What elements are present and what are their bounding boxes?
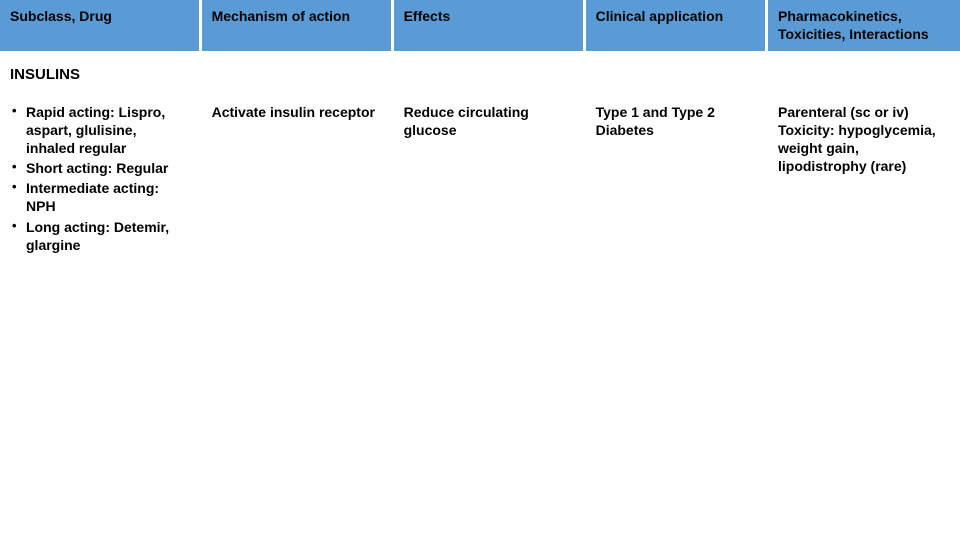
- section-empty-cell: [586, 51, 768, 95]
- list-item: Rapid acting: Lispro, aspart, glulisine,…: [10, 103, 189, 158]
- col-header-pharm: Pharmacokinetics, Toxicities, Interactio…: [768, 0, 960, 51]
- table-row: Rapid acting: Lispro, aspart, glulisine,…: [0, 95, 960, 265]
- col-header-clinical: Clinical application: [586, 0, 768, 51]
- section-empty-cell: [768, 51, 960, 95]
- col-header-effects: Effects: [394, 0, 586, 51]
- table-header-row: Subclass, Drug Mechanism of action Effec…: [0, 0, 960, 51]
- cell-mechanism: Activate insulin receptor: [202, 95, 394, 265]
- section-title-cell: INSULINS: [0, 51, 202, 95]
- section-row-insulins: INSULINS: [0, 51, 960, 95]
- list-item: Short acting: Regular: [10, 159, 189, 177]
- list-item: Long acting: Detemir, glargine: [10, 218, 189, 254]
- cell-clinical: Type 1 and Type 2 Diabetes: [586, 95, 768, 265]
- section-empty-cell: [394, 51, 586, 95]
- list-item: Intermediate acting: NPH: [10, 179, 189, 215]
- section-empty-cell: [202, 51, 394, 95]
- col-header-mechanism: Mechanism of action: [202, 0, 394, 51]
- cell-pharm: Parenteral (sc or iv) Toxicity: hypoglyc…: [768, 95, 960, 265]
- cell-subclass: Rapid acting: Lispro, aspart, glulisine,…: [0, 95, 202, 265]
- drug-classification-table: Subclass, Drug Mechanism of action Effec…: [0, 0, 960, 264]
- cell-effects: Reduce circulating glucose: [394, 95, 586, 265]
- drug-table-container: Subclass, Drug Mechanism of action Effec…: [0, 0, 960, 264]
- subclass-bullet-list: Rapid acting: Lispro, aspart, glulisine,…: [10, 103, 189, 255]
- col-header-subclass: Subclass, Drug: [0, 0, 202, 51]
